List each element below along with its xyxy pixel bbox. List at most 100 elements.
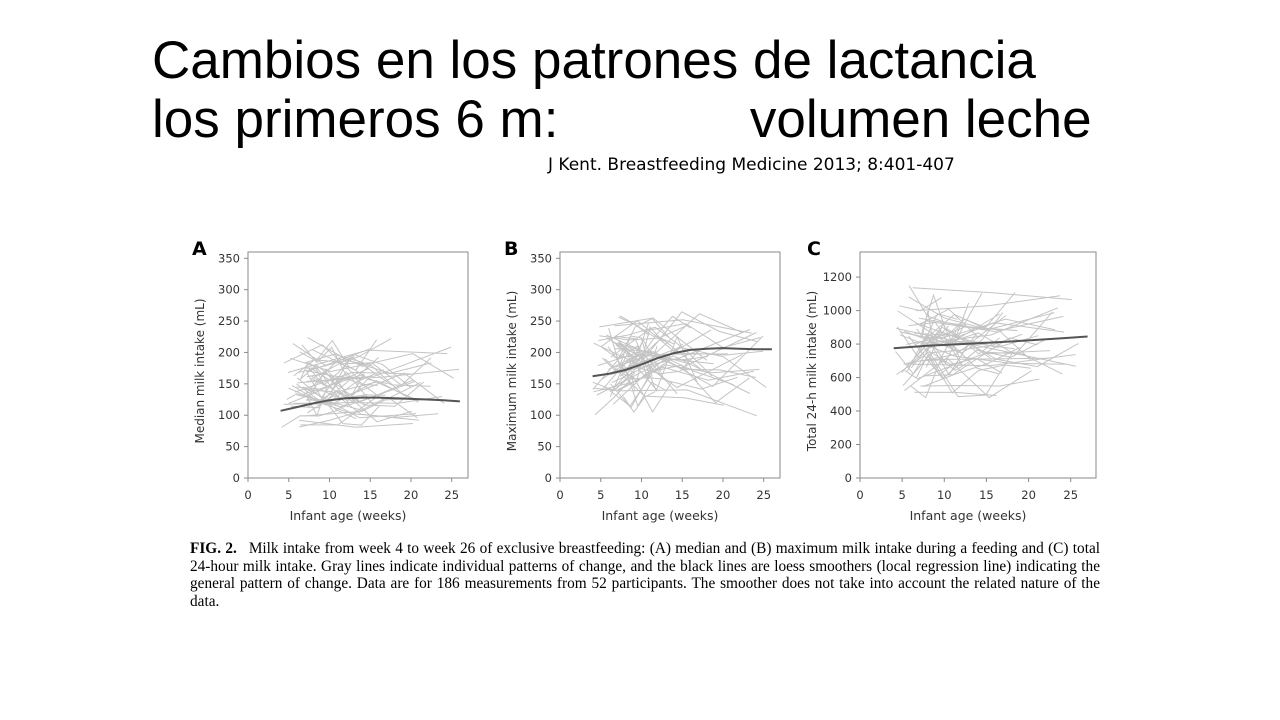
individual-line-c (896, 313, 958, 358)
individual-line-a (307, 337, 432, 374)
individual-line-b (618, 315, 691, 338)
x-tick-label: 10 (937, 488, 952, 502)
x-tick-label: 25 (1063, 488, 1078, 502)
x-tick-label: 15 (979, 488, 994, 502)
y-axis-label: Total 24-h milk intake (mL) (805, 291, 819, 452)
individual-line-a (301, 344, 362, 380)
individual-line-b (598, 326, 713, 377)
x-tick-label: 5 (597, 488, 604, 502)
panel-letter-c: C (807, 238, 821, 260)
individual-line-c (925, 315, 1064, 333)
x-tick-label: 0 (244, 488, 251, 502)
panel-letter-a: A (192, 238, 207, 260)
individual-line-a (291, 376, 414, 405)
y-tick-label: 50 (225, 440, 240, 454)
individual-line-c (915, 295, 1061, 312)
y-tick-label: 800 (830, 337, 852, 351)
figure-caption: FIG. 2. Milk intake from week 4 to week 2… (190, 540, 1100, 610)
figure-label: FIG. 2. (190, 540, 237, 557)
individual-line-a (296, 394, 367, 412)
y-tick-label: 350 (530, 251, 552, 265)
x-axis-label: Infant age (weeks) (290, 508, 407, 523)
individual-line-c (908, 321, 963, 366)
individual-line-c (903, 354, 1076, 367)
x-tick-label: 20 (1021, 488, 1036, 502)
individual-line-c (904, 354, 952, 379)
y-tick-label: 400 (830, 404, 852, 418)
individual-line-c (904, 357, 1032, 399)
individual-line-c (925, 357, 1050, 360)
individual-line-b (594, 375, 673, 416)
individual-line-a (296, 369, 385, 406)
individual-line-c (922, 347, 1021, 387)
x-axis-label: Infant age (weeks) (602, 508, 719, 523)
y-tick-label: 600 (830, 371, 852, 385)
y-tick-label: 100 (218, 408, 240, 422)
individual-line-b (599, 317, 708, 361)
individual-line-b (610, 358, 672, 409)
plot-frame-b (559, 251, 781, 479)
individual-line-b (615, 368, 665, 380)
y-tick-label: 0 (233, 471, 240, 485)
individual-line-b (611, 349, 757, 392)
y-axis-label: Median milk intake (mL) (193, 298, 207, 443)
individual-line-b (601, 317, 670, 360)
y-tick-label: 300 (218, 283, 240, 297)
individual-line-a (299, 419, 413, 428)
individual-line-c (896, 333, 1023, 375)
x-tick-label: 0 (856, 488, 863, 502)
x-tick-label: 5 (285, 488, 292, 502)
individual-line-c (918, 308, 980, 339)
individual-line-a (294, 371, 410, 393)
individual-line-b (608, 329, 751, 376)
individual-line-b (600, 320, 712, 353)
loess-smoother-c (893, 335, 1088, 350)
caption-text: Milk intake from week 4 to week 26 of ex… (190, 540, 1100, 610)
individual-line-a (290, 371, 375, 409)
individual-line-b (619, 337, 703, 377)
individual-line-b (611, 335, 764, 388)
x-tick-label: 20 (404, 488, 419, 502)
individual-line-b (617, 344, 658, 380)
y-tick-label: 250 (530, 314, 552, 328)
individual-line-c (916, 350, 1051, 380)
plot-frame-c (859, 251, 1097, 479)
individual-line-a (297, 346, 452, 384)
y-tick-label: 200 (530, 345, 552, 359)
individual-line-b (609, 362, 666, 408)
individual-line-a (300, 397, 376, 426)
y-tick-label: 350 (218, 251, 240, 265)
y-tick-label: 100 (530, 408, 552, 422)
x-tick-label: 15 (363, 488, 378, 502)
individual-line-c (921, 293, 970, 336)
slide-title-line1: Cambios en los patrones de lactancia (152, 31, 1036, 90)
slide-title-line2: los primeros 6 m: volumen leche (152, 90, 1092, 149)
individual-line-c (896, 328, 1077, 367)
y-tick-label: 0 (545, 471, 552, 485)
y-tick-label: 150 (218, 377, 240, 391)
x-tick-label: 10 (322, 488, 337, 502)
x-tick-label: 10 (634, 488, 649, 502)
individual-line-b (592, 372, 636, 391)
individual-line-b (606, 311, 758, 360)
y-tick-label: 150 (530, 377, 552, 391)
y-tick-label: 1000 (823, 304, 852, 318)
individual-line-a (292, 338, 392, 367)
individual-line-a (303, 388, 419, 421)
individual-line-c (908, 296, 1018, 332)
y-tick-label: 1200 (823, 270, 852, 284)
y-tick-label: 200 (830, 438, 852, 452)
individual-line-b (604, 358, 724, 406)
citation: J Kent. Breastfeeding Medicine 2013; 8:4… (548, 155, 955, 175)
individual-line-b (618, 335, 675, 363)
x-tick-label: 15 (675, 488, 690, 502)
individual-line-a (303, 381, 421, 417)
individual-line-c (920, 324, 960, 362)
individual-line-c (924, 307, 1059, 344)
individual-line-b (614, 313, 743, 353)
individual-line-b (605, 332, 757, 369)
x-tick-label: 0 (556, 488, 563, 502)
y-tick-label: 0 (845, 471, 852, 485)
individual-line-c (920, 378, 1040, 387)
